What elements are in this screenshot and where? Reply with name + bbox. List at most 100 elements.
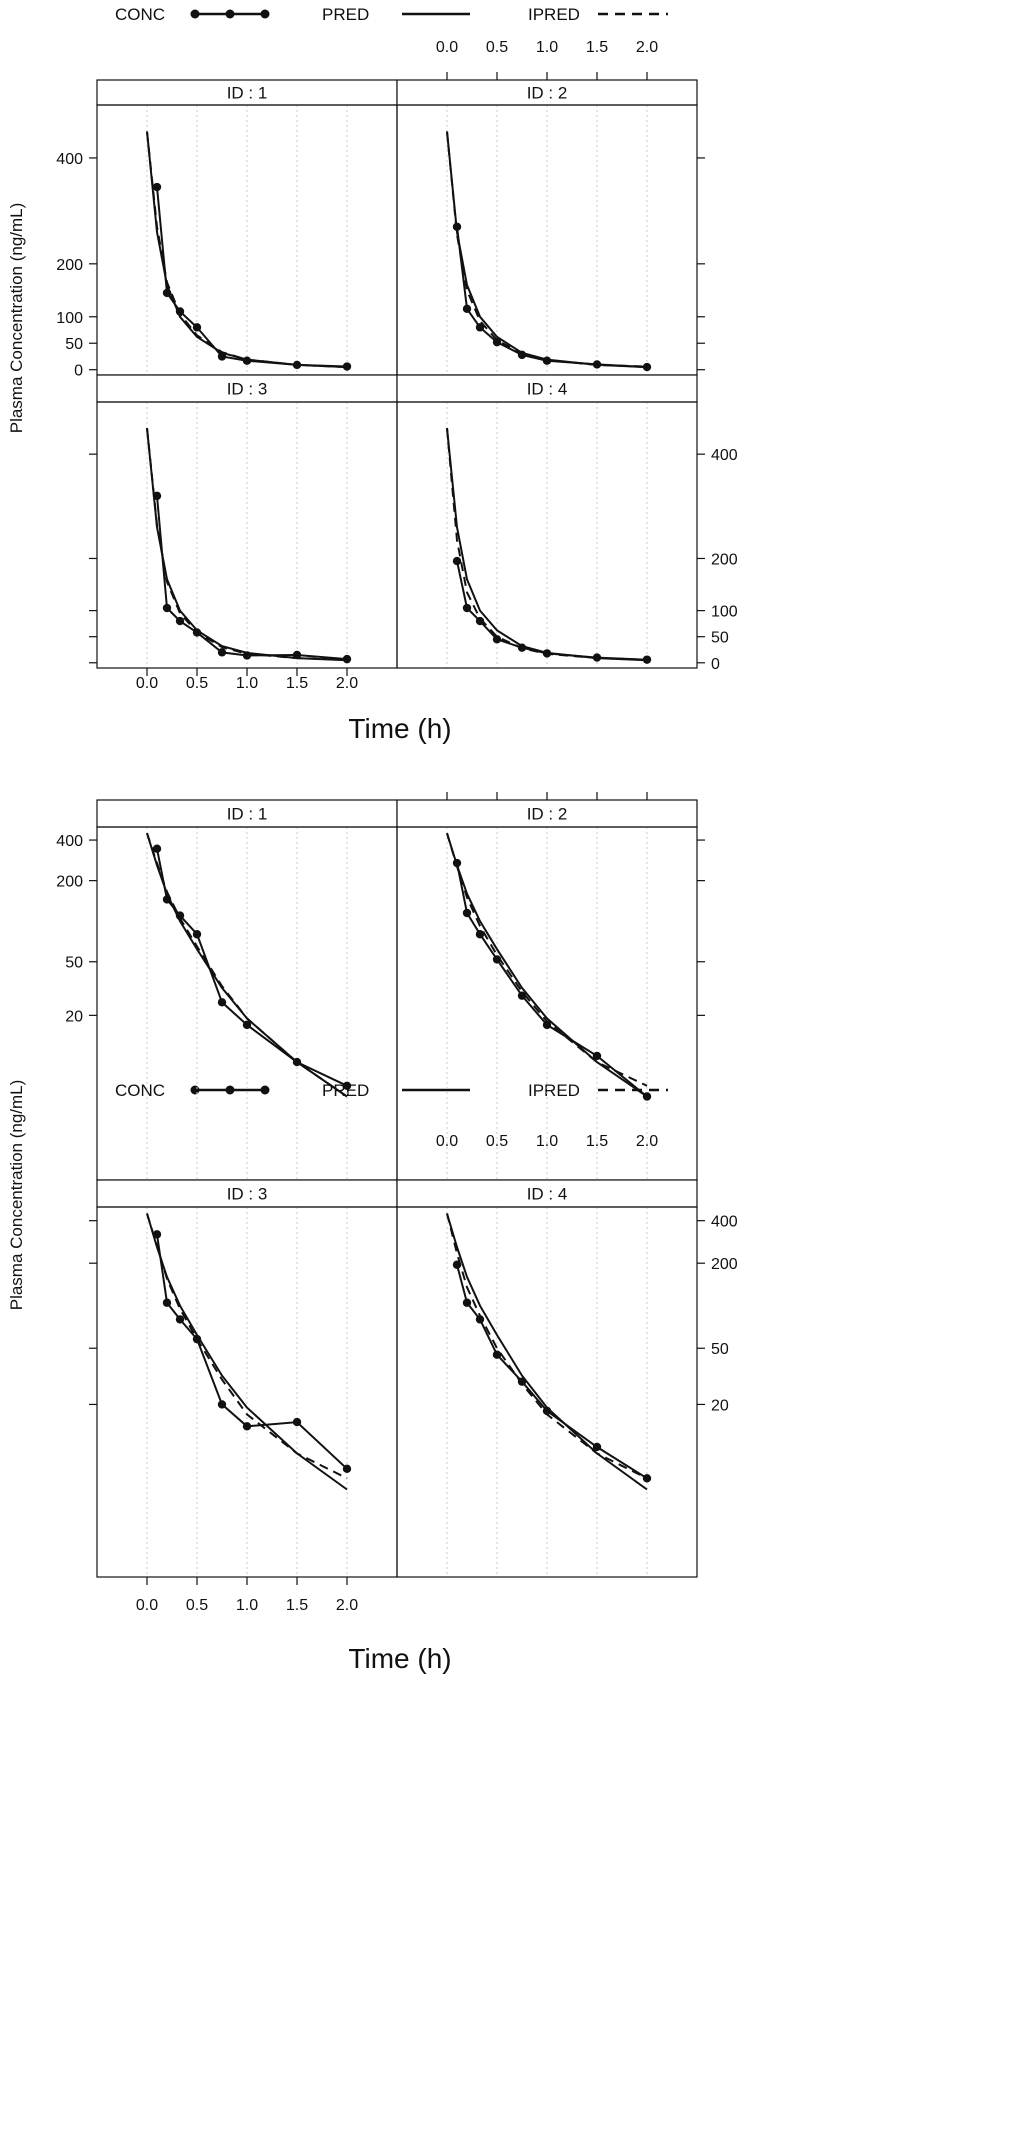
series-line-pred <box>446 1213 648 1491</box>
panel-label: ID : 4 <box>527 1185 568 1204</box>
y-tick-label: 100 <box>711 604 738 621</box>
legend-label: IPRED <box>528 1081 580 1100</box>
panel-id-2: ID : 2 0.0 0.5 1.0 1.5 2.0 <box>396 792 705 1181</box>
conc-point <box>217 998 227 1007</box>
conc-point <box>342 1081 352 1091</box>
conc-point <box>292 1417 302 1427</box>
x-tick-label: 1.5 <box>586 1133 608 1150</box>
x-tick-label: 0.5 <box>186 1597 208 1614</box>
y-tick-label: 200 <box>56 874 83 891</box>
conc-point <box>175 616 185 626</box>
panel-label: ID : 4 <box>527 380 568 399</box>
conc-point <box>475 930 485 939</box>
legend-label: CONC <box>115 5 165 24</box>
legend-label: PRED <box>322 1081 369 1100</box>
y-axis-title: Plasma Concentration (ng/mL) <box>7 1080 26 1311</box>
y-tick-label: 20 <box>65 1008 83 1025</box>
legend-item-conc: CONC <box>115 1081 270 1100</box>
conc-point <box>492 635 502 644</box>
conc-point <box>492 337 502 347</box>
y-tick-label: 50 <box>711 630 729 647</box>
series-line-ipred <box>446 131 648 368</box>
conc-point <box>192 323 202 332</box>
conc-point <box>162 1298 172 1307</box>
y-tick-label: 400 <box>711 447 738 464</box>
conc-point <box>152 844 162 853</box>
conc-point <box>217 648 227 657</box>
legend-key-point <box>260 1085 270 1095</box>
panel-strip <box>396 1179 698 1208</box>
y-tick-label: 400 <box>56 833 83 850</box>
panel-frame <box>396 1206 698 1578</box>
panel-id-3: ID : 3 0.0 0.5 1.0 1.5 2.0 <box>89 374 398 692</box>
panel-strip <box>396 79 698 106</box>
x-tick-label: 1.0 <box>236 675 258 692</box>
conc-point <box>175 1315 185 1324</box>
y-axis-title: Plasma Concentration (ng/mL) <box>7 203 26 434</box>
y-tick-label: 0 <box>74 363 83 380</box>
conc-point <box>517 991 527 1000</box>
series-line-ipred <box>146 1213 348 1480</box>
legend-key-point <box>225 9 235 19</box>
conc-point <box>462 1298 472 1307</box>
conc-point <box>217 1400 227 1409</box>
conc-point <box>592 1442 602 1452</box>
linear-scale-figure: CONC PRED IPRED Time (h) Plasma Concentratio… <box>7 5 738 744</box>
x-tick-label: 0.5 <box>486 39 508 56</box>
x-tick-label: 0.0 <box>136 675 158 692</box>
x-tick-label: 1.0 <box>536 1133 558 1150</box>
conc-point <box>162 603 172 613</box>
panel-label: ID : 1 <box>227 805 268 824</box>
x-tick-label: 1.0 <box>536 39 558 56</box>
x-axis-title: Time (h) <box>348 1643 451 1674</box>
x-tick-label: 2.0 <box>336 1597 358 1614</box>
legend-key-point <box>260 9 270 19</box>
x-tick-label: 1.5 <box>286 675 308 692</box>
conc-point <box>242 1020 252 1030</box>
conc-point <box>462 603 472 613</box>
y-tick-label: 50 <box>711 1341 729 1358</box>
conc-point <box>475 323 485 332</box>
x-tick-label: 1.5 <box>286 1597 308 1614</box>
y-tick-label: 200 <box>56 257 83 274</box>
x-tick-label: 0.5 <box>186 675 208 692</box>
panel-id-4: ID : 4 20 50 200 400 <box>396 1179 738 1578</box>
conc-point <box>462 304 472 314</box>
panel-strip <box>396 374 698 403</box>
legend-label: IPRED <box>528 5 580 24</box>
panel-id-2: ID : 2 0.0 0.5 1.0 1.5 2.0 <box>396 39 705 376</box>
conc-point <box>452 556 462 566</box>
x-tick-label: 1.5 <box>586 39 608 56</box>
legend-item-pred: PRED <box>322 5 470 24</box>
legend-key-point <box>225 1085 235 1095</box>
conc-point <box>152 1230 162 1239</box>
y-tick-label: 0 <box>711 656 720 673</box>
legend-key-point <box>190 1085 200 1095</box>
y-tick-label: 400 <box>711 1214 738 1231</box>
x-tick-label: 0.0 <box>136 1597 158 1614</box>
y-tick-label: 50 <box>65 955 83 972</box>
legend-item-conc: CONC <box>115 5 270 24</box>
conc-point <box>342 654 352 664</box>
legend-key-point <box>190 9 200 19</box>
legend: CONC PRED IPRED <box>115 5 668 24</box>
series-line-ipred <box>446 832 648 1087</box>
x-tick-label: 2.0 <box>336 675 358 692</box>
panel-strip <box>96 1179 398 1208</box>
conc-point <box>592 1051 602 1061</box>
y-tick-label: 50 <box>65 336 83 353</box>
panel-label: ID : 3 <box>227 1185 268 1204</box>
panel-strip <box>396 799 698 828</box>
conc-point <box>192 930 202 939</box>
x-tick-label: 1.0 <box>236 1597 258 1614</box>
log-scale-figure: CONC PRED IPRED Time (h) Plasma Concentratio… <box>7 792 738 1674</box>
legend-label: CONC <box>115 1081 165 1100</box>
legend-item-pred: PRED <box>322 1081 470 1100</box>
x-tick-label: 0.0 <box>436 39 458 56</box>
x-tick-label: 2.0 <box>636 39 658 56</box>
conc-point <box>242 1422 252 1431</box>
x-axis-title: Time (h) <box>348 713 451 744</box>
conc-point <box>342 1464 352 1474</box>
y-tick-label: 200 <box>711 1256 738 1273</box>
